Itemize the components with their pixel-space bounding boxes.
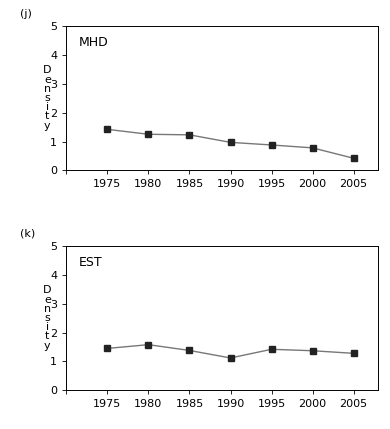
Text: EST: EST: [79, 256, 103, 269]
Y-axis label: D
e
n
s
i
t
y: D e n s i t y: [43, 285, 51, 350]
Text: (j): (j): [20, 9, 31, 18]
Text: MHD: MHD: [79, 36, 108, 49]
Text: (k): (k): [20, 229, 35, 239]
Y-axis label: D
e
n
s
i
t
y: D e n s i t y: [43, 66, 51, 131]
